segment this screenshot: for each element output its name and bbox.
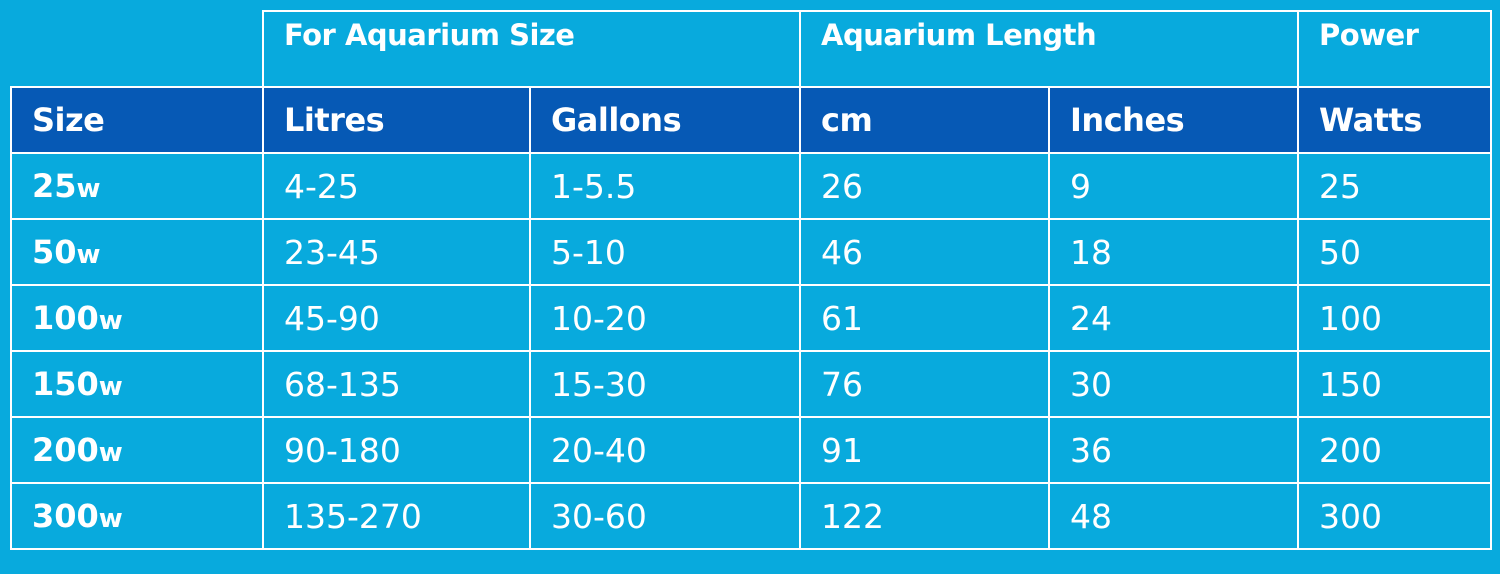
size-number: 50 (32, 233, 77, 271)
inches-cell: 30 (1048, 350, 1300, 418)
gallons-cell: 10-20 (528, 284, 802, 352)
group-header-aquarium-length: Aquarium Length (799, 10, 1300, 88)
size-table: For Aquarium Size Aquarium Length Power … (10, 10, 1493, 550)
size-unit: w (76, 174, 101, 204)
column-header-row: Size Litres Gallons cm Inches Watts (10, 86, 1493, 154)
gallons-cell: 1-5.5 (528, 152, 802, 220)
table-row: 300w 135-270 30-60 122 48 300 (10, 482, 1493, 550)
cm-cell: 76 (799, 350, 1051, 418)
cm-cell: 122 (799, 482, 1051, 550)
cm-cell: 46 (799, 218, 1051, 286)
table-row: 200w 90-180 20-40 91 36 200 (10, 416, 1493, 484)
cm-cell: 26 (799, 152, 1051, 220)
inches-cell: 9 (1048, 152, 1300, 220)
watts-cell: 100 (1297, 284, 1493, 352)
table-row: 150w 68-135 15-30 76 30 150 (10, 350, 1493, 418)
empty-corner-cell (11, 11, 264, 88)
size-cell: 300w (10, 482, 264, 550)
size-number: 25 (32, 167, 77, 205)
size-unit: w (98, 504, 123, 534)
size-number: 100 (32, 299, 99, 337)
table-row: 25w 4-25 1-5.5 26 9 25 (10, 152, 1493, 220)
litres-cell: 23-45 (262, 218, 531, 286)
inches-cell: 18 (1048, 218, 1300, 286)
gallons-cell: 15-30 (528, 350, 802, 418)
litres-cell: 4-25 (262, 152, 531, 220)
size-number: 200 (32, 431, 99, 469)
table-row: 100w 45-90 10-20 61 24 100 (10, 284, 1493, 352)
group-header-row: For Aquarium Size Aquarium Length Power (11, 10, 1493, 88)
gallons-cell: 20-40 (528, 416, 802, 484)
watts-cell: 25 (1297, 152, 1493, 220)
size-cell: 50w (10, 218, 264, 286)
inches-cell: 24 (1048, 284, 1300, 352)
watts-cell: 300 (1297, 482, 1493, 550)
column-header-inches: Inches (1048, 86, 1300, 154)
size-number: 150 (32, 365, 99, 403)
inches-cell: 48 (1048, 482, 1300, 550)
size-unit: w (98, 438, 123, 468)
watts-cell: 200 (1297, 416, 1493, 484)
watts-cell: 50 (1297, 218, 1493, 286)
gallons-cell: 30-60 (528, 482, 802, 550)
cm-cell: 61 (799, 284, 1051, 352)
inches-cell: 36 (1048, 416, 1300, 484)
size-unit: w (98, 372, 123, 402)
group-header-power: Power (1297, 10, 1493, 88)
gallons-cell: 5-10 (528, 218, 802, 286)
size-cell: 25w (10, 152, 264, 220)
size-cell: 100w (10, 284, 264, 352)
size-unit: w (76, 240, 101, 270)
column-header-cm: cm (799, 86, 1051, 154)
size-cell: 150w (10, 350, 264, 418)
table-row: 50w 23-45 5-10 46 18 50 (10, 218, 1493, 286)
litres-cell: 68-135 (262, 350, 531, 418)
size-number: 300 (32, 497, 99, 535)
column-header-litres: Litres (262, 86, 531, 154)
column-header-size: Size (10, 86, 264, 154)
litres-cell: 45-90 (262, 284, 531, 352)
column-header-watts: Watts (1297, 86, 1493, 154)
litres-cell: 135-270 (262, 482, 531, 550)
watts-cell: 150 (1297, 350, 1493, 418)
litres-cell: 90-180 (262, 416, 531, 484)
size-unit: w (98, 306, 123, 336)
column-header-gallons: Gallons (528, 86, 802, 154)
size-cell: 200w (10, 416, 264, 484)
group-header-aquarium-size: For Aquarium Size (261, 10, 802, 88)
cm-cell: 91 (799, 416, 1051, 484)
